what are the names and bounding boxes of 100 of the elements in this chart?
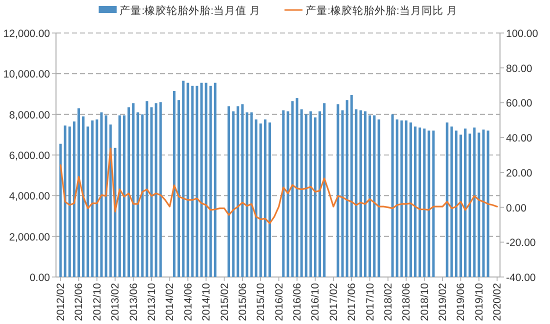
x-tick-label: 2019/06 bbox=[455, 282, 468, 321]
bar bbox=[77, 108, 80, 277]
y2-tick-label: -20.00 bbox=[506, 237, 536, 250]
bar bbox=[450, 126, 453, 277]
bar bbox=[300, 109, 303, 277]
bar bbox=[400, 120, 403, 277]
bar bbox=[122, 115, 126, 277]
x-tick-label: 2018/10 bbox=[418, 282, 431, 321]
bar bbox=[414, 126, 417, 277]
x-tick-label: 2020/02 bbox=[492, 282, 504, 321]
bar bbox=[423, 128, 426, 277]
bar bbox=[346, 100, 348, 277]
legend-label: 产量:橡胶轮胎外胎:当月同比 月 bbox=[306, 4, 458, 17]
bar bbox=[282, 110, 285, 277]
bar bbox=[264, 119, 266, 277]
bar bbox=[373, 115, 376, 277]
bar bbox=[296, 98, 298, 277]
bar bbox=[323, 103, 326, 277]
bar bbox=[236, 106, 240, 277]
bar bbox=[241, 104, 244, 277]
line-series bbox=[60, 148, 498, 224]
bar bbox=[291, 101, 294, 277]
x-tick-label: 2012/02 bbox=[55, 282, 68, 321]
bar bbox=[196, 86, 198, 277]
bar bbox=[154, 103, 158, 277]
y2-tick-label: 20.00 bbox=[506, 167, 532, 180]
x-tick-label: 2012/06 bbox=[73, 282, 86, 321]
bar bbox=[446, 122, 448, 277]
y2-tick-label: 100.00 bbox=[506, 28, 538, 40]
bar bbox=[404, 120, 408, 277]
y2-tick-label: -40.00 bbox=[506, 272, 536, 284]
bar bbox=[418, 128, 422, 277]
x-tick-label: 2014/10 bbox=[200, 282, 213, 321]
x-tick-label: 2015/02 bbox=[218, 282, 231, 321]
bar bbox=[178, 100, 180, 277]
x-tick-label: 2016/10 bbox=[310, 282, 322, 321]
x-tick-label: 2015/06 bbox=[236, 282, 249, 321]
bar bbox=[286, 111, 290, 277]
x-tick-label: 2017/02 bbox=[328, 282, 340, 321]
bar bbox=[228, 106, 230, 277]
bar bbox=[159, 102, 162, 277]
bar bbox=[200, 82, 203, 277]
bar bbox=[86, 126, 90, 277]
bar bbox=[368, 115, 372, 277]
x-tick-label: 2016/06 bbox=[292, 282, 304, 321]
bar bbox=[259, 123, 262, 277]
y-tick-label: 0.00 bbox=[30, 272, 50, 284]
y2-tick-label: 0.00 bbox=[506, 202, 527, 214]
bar bbox=[396, 119, 398, 277]
bar bbox=[459, 134, 462, 277]
y-tick-label: 6,000.00 bbox=[9, 150, 50, 162]
bar bbox=[114, 148, 116, 277]
y-tick-label: 10,000.00 bbox=[3, 68, 50, 81]
bar bbox=[309, 111, 312, 277]
bar bbox=[454, 130, 458, 277]
bar bbox=[350, 95, 353, 277]
x-tick-label: 2017/10 bbox=[364, 282, 376, 321]
y2-tick-label: 60.00 bbox=[506, 98, 532, 110]
bar bbox=[136, 112, 140, 277]
bar bbox=[232, 111, 235, 277]
bar bbox=[191, 86, 194, 277]
bar bbox=[314, 117, 316, 277]
bar bbox=[486, 130, 490, 277]
legend-label: 产量:橡胶轮胎外胎:当月值 月 bbox=[120, 4, 260, 17]
bar bbox=[128, 107, 130, 277]
bar bbox=[468, 134, 472, 277]
bar bbox=[359, 110, 362, 277]
x-tick-label: 2013/06 bbox=[128, 282, 140, 321]
bar bbox=[432, 130, 435, 277]
bar bbox=[91, 120, 94, 277]
y-tick-label: 8,000.00 bbox=[9, 109, 50, 122]
y-tick-label: 4,000.00 bbox=[9, 190, 50, 203]
bar bbox=[182, 80, 185, 277]
y2-tick-label: 80.00 bbox=[506, 62, 532, 75]
y-tick-label: 2,000.00 bbox=[9, 231, 50, 244]
bar bbox=[364, 111, 366, 277]
y2-tick-label: 40.00 bbox=[506, 132, 532, 145]
x-tick-label: 2017/06 bbox=[346, 282, 358, 321]
bar bbox=[250, 112, 253, 277]
x-tick-label: 2019/10 bbox=[473, 282, 486, 321]
y-tick-label: 12,000.00 bbox=[3, 28, 50, 40]
x-tick-label: 2016/02 bbox=[273, 282, 286, 321]
bar bbox=[482, 130, 485, 277]
bar bbox=[209, 86, 212, 277]
bar bbox=[318, 111, 322, 277]
x-tick-label: 2012/10 bbox=[91, 282, 104, 321]
bar bbox=[428, 130, 430, 277]
bar bbox=[391, 114, 394, 277]
bar bbox=[82, 116, 85, 277]
bar bbox=[141, 114, 144, 277]
x-tick-label: 2019/02 bbox=[437, 282, 450, 321]
bar bbox=[150, 107, 153, 277]
bar bbox=[478, 132, 480, 277]
bar bbox=[59, 144, 62, 277]
bar bbox=[96, 119, 98, 277]
bar bbox=[409, 122, 412, 277]
bar bbox=[172, 90, 176, 277]
x-tick-label: 2014/02 bbox=[164, 282, 176, 321]
bar bbox=[104, 115, 108, 277]
bar bbox=[473, 128, 476, 277]
